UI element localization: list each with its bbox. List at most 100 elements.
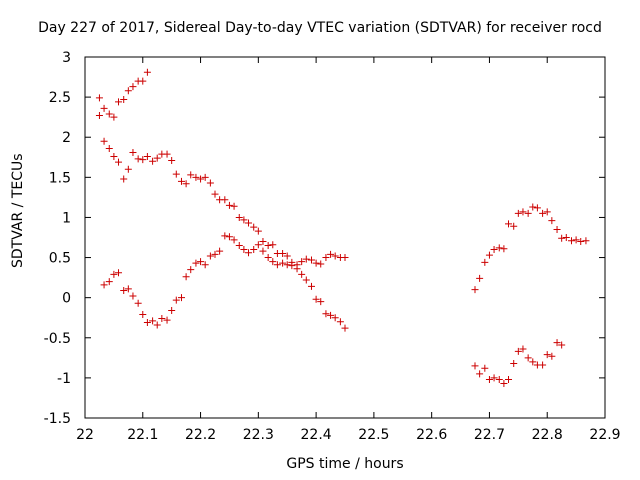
data-point	[177, 294, 185, 302]
data-point	[485, 251, 493, 259]
data-point	[120, 175, 128, 183]
data-point	[558, 234, 566, 242]
data-point	[105, 278, 113, 286]
data-point	[163, 316, 171, 324]
y-axis-label: SDTVAR / TECUs	[10, 153, 26, 268]
data-point	[192, 259, 200, 267]
data-point	[283, 252, 291, 260]
data-point	[110, 270, 118, 278]
data-point	[298, 258, 306, 266]
data-point	[139, 311, 147, 319]
data-point	[240, 246, 248, 254]
data-point	[177, 177, 185, 185]
data-point	[245, 219, 253, 227]
axis-ticks: 22 22.1 22.2 22.3 22.4 22.5 22.6 22.7 22.8 22.932…	[44, 50, 621, 443]
data-point	[283, 261, 291, 269]
data-point	[302, 255, 310, 263]
data-point	[317, 298, 325, 306]
data-point	[129, 292, 137, 300]
data-point	[110, 113, 118, 121]
data-point	[539, 209, 547, 217]
plot-frame	[84, 56, 606, 419]
data-point	[250, 246, 258, 254]
data-point	[206, 179, 214, 187]
data-point	[505, 220, 513, 228]
data-point	[254, 227, 262, 235]
data-point	[221, 196, 229, 204]
data-point	[129, 148, 137, 156]
data-point	[341, 254, 349, 262]
y-tick-label: -0.5	[44, 331, 71, 347]
data-point	[110, 152, 118, 160]
data-point	[139, 77, 147, 85]
data-point	[153, 154, 161, 162]
data-point	[481, 258, 489, 266]
data-point	[254, 241, 262, 249]
y-tick-label: 1.5	[49, 170, 71, 186]
data-point	[495, 244, 503, 252]
data-point	[288, 262, 296, 270]
x-tick-label: 22.6	[416, 427, 447, 443]
data-point	[95, 94, 103, 102]
y-tick-label: -1	[57, 371, 71, 387]
data-point	[134, 155, 142, 163]
data-point	[259, 247, 267, 255]
data-point	[495, 375, 503, 383]
data-point	[201, 261, 209, 269]
data-point	[519, 208, 527, 216]
data-point	[115, 98, 123, 106]
data-point	[476, 274, 484, 282]
data-point	[245, 249, 253, 257]
data-point	[139, 156, 147, 164]
data-point	[216, 247, 224, 255]
data-point	[279, 250, 287, 258]
data-point	[322, 254, 330, 262]
data-point	[100, 104, 108, 112]
data-point	[500, 245, 508, 253]
data-point	[485, 375, 493, 383]
data-point	[341, 324, 349, 332]
data-point	[129, 83, 137, 91]
data-point	[327, 250, 335, 258]
data-point	[187, 171, 195, 179]
data-point	[490, 246, 498, 254]
data-point	[124, 285, 132, 293]
data-point	[500, 380, 508, 388]
y-tick-label: 0.5	[49, 251, 71, 267]
data-point	[120, 96, 128, 104]
data-point	[153, 321, 161, 329]
data-point	[115, 158, 123, 166]
data-point	[327, 311, 335, 319]
data-points	[95, 68, 590, 388]
data-point	[187, 266, 195, 274]
data-point	[582, 237, 590, 245]
data-point	[172, 296, 180, 304]
data-point	[524, 209, 532, 217]
data-point	[302, 276, 310, 284]
x-tick-label: 22.2	[185, 427, 216, 443]
data-point	[182, 273, 190, 281]
data-point	[225, 233, 233, 241]
data-point	[510, 222, 518, 230]
data-point	[307, 256, 315, 264]
data-point	[273, 261, 281, 269]
data-point	[553, 225, 561, 233]
data-point	[577, 238, 585, 246]
data-point	[471, 286, 479, 294]
data-point	[143, 152, 151, 160]
data-point	[230, 236, 238, 244]
x-tick-label: 22.8	[532, 427, 563, 443]
data-point	[553, 339, 561, 347]
data-point	[298, 270, 306, 278]
data-point	[100, 137, 108, 145]
data-point	[471, 362, 479, 370]
data-point	[567, 237, 575, 245]
data-point	[225, 201, 233, 209]
x-tick-label: 22.7	[474, 427, 505, 443]
data-point	[548, 352, 556, 360]
data-point	[548, 217, 556, 225]
data-point	[481, 364, 489, 372]
x-tick-label: 22	[76, 427, 94, 443]
data-point	[134, 299, 142, 307]
data-point	[172, 170, 180, 178]
